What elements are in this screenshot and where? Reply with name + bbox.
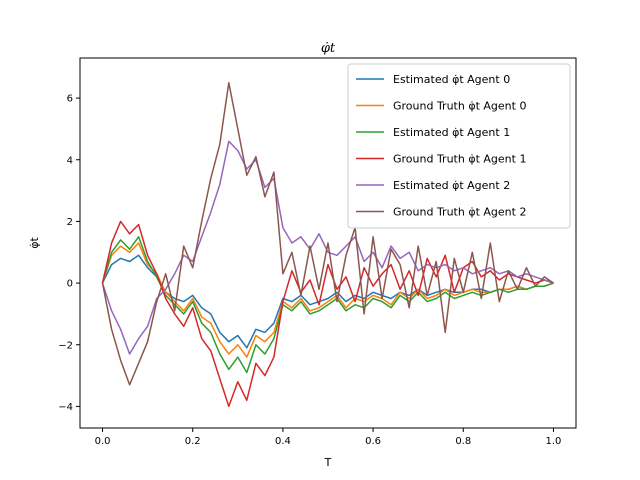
legend: Estimated φ̇t Agent 0 Ground Truth φ̇t Ag… [347, 63, 571, 229]
y-tick-label: −2 [58, 340, 73, 351]
legend-label-2: Estimated φ̇t Agent 1 [393, 126, 510, 139]
legend-label-1: Ground Truth φ̇t Agent 0 [393, 100, 526, 113]
legend-label-5: Ground Truth φ̇t Agent 2 [393, 206, 526, 219]
axes-frame [79, 57, 577, 429]
x-tick-label: 0.6 [365, 436, 381, 447]
chart-title: φ̇t [321, 41, 336, 56]
y-tick-label: 4 [67, 155, 73, 166]
x-tick-label: 0.8 [455, 436, 471, 447]
series-line-5 [101, 81, 554, 386]
y-tick-label: 6 [67, 94, 73, 105]
x-tick-label: 0.0 [95, 436, 111, 447]
x-tick-label: 0.2 [185, 436, 201, 447]
series-line-1 [101, 242, 554, 358]
y-tick-label: 2 [67, 217, 73, 228]
x-axis: 0.0 0.2 0.4 0.6 0.8 1.0 [95, 428, 562, 447]
y-tick-label: −4 [58, 402, 73, 413]
series-line-0 [101, 254, 554, 349]
x-tick-label: 1.0 [546, 436, 562, 447]
x-tick-label: 0.4 [275, 436, 291, 447]
y-tick-label: 0 [67, 279, 73, 290]
x-axis-label: T [324, 456, 332, 469]
legend-label-0: Estimated φ̇t Agent 0 [393, 73, 510, 86]
legend-label-4: Estimated φ̇t Agent 2 [393, 179, 510, 192]
series-line-2 [101, 236, 554, 374]
plot-area [101, 81, 554, 408]
y-axis: −4 −2 0 2 4 6 [58, 94, 80, 413]
y-axis-label: φ̇t [28, 237, 41, 249]
legend-box [347, 63, 571, 229]
legend-label-3: Ground Truth φ̇t Agent 1 [393, 153, 526, 166]
series-line-4 [101, 140, 554, 355]
